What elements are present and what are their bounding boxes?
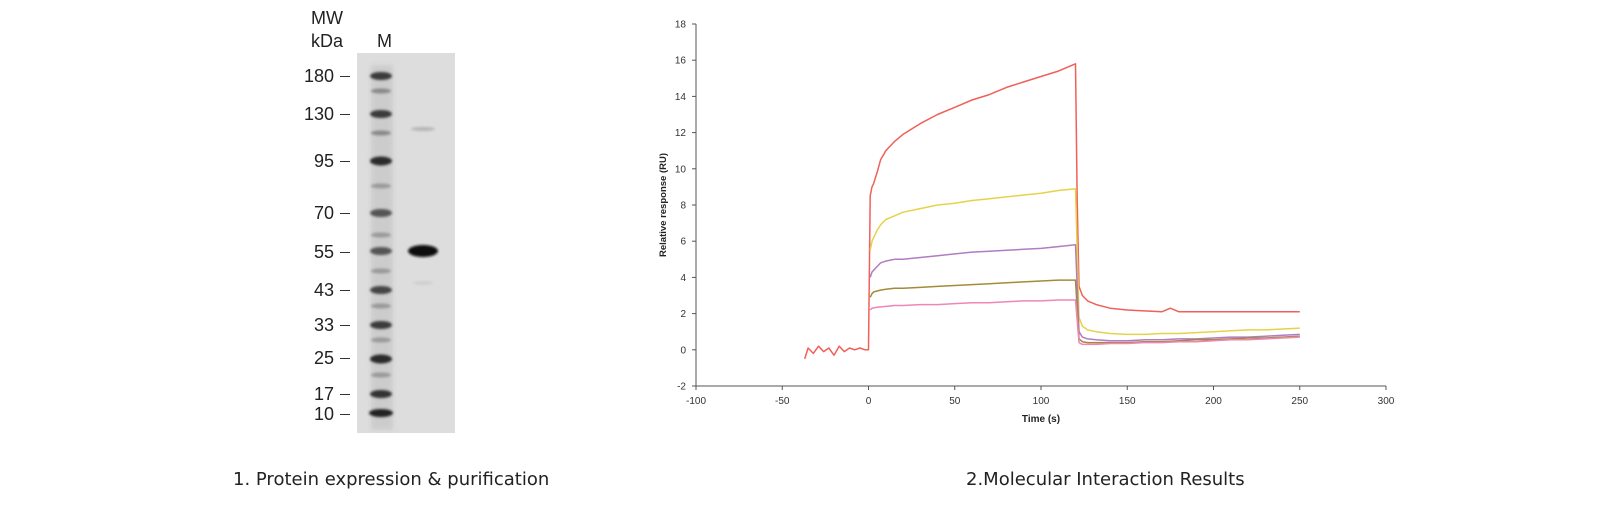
mw-marker-tick: 17 <box>290 384 350 404</box>
marker-band <box>371 232 391 238</box>
marker-band <box>370 209 392 217</box>
mw-marker-label: 25 <box>313 348 334 368</box>
mw-marker-label: 43 <box>313 280 334 300</box>
y-tick-label: 12 <box>675 128 687 139</box>
chart-panel: -2 0 2 4 6 8 10 12 14 16 18 -100 -50 0 50 100 150 200 250 3… <box>620 0 1600 530</box>
series-line-3 <box>869 244 1300 342</box>
y-tick-label: 18 <box>675 20 687 31</box>
marker-band <box>370 321 392 329</box>
marker-band <box>371 303 391 309</box>
marker-band <box>371 130 391 136</box>
mw-marker-label: 130 <box>303 104 334 124</box>
mw-marker-tick: 55 <box>290 242 350 262</box>
x-tick-label: 250 <box>1291 396 1308 407</box>
sample-faint-band <box>411 127 435 131</box>
mw-marker-dash <box>340 114 350 116</box>
y-axis-title: Relative response (RU) <box>658 153 669 257</box>
y-tick-label: 16 <box>675 56 687 67</box>
y-tick-label: 14 <box>675 92 687 103</box>
series-line-2 <box>869 187 1300 336</box>
gel-caption: 1. Protein expression & purification <box>233 469 550 490</box>
y-tick-label: -2 <box>677 382 686 393</box>
mw-marker-dash <box>340 161 350 163</box>
marker-band <box>370 247 392 255</box>
x-tick-label: 0 <box>866 396 872 407</box>
mw-marker-tick: 10 <box>290 404 350 424</box>
mw-marker-label: 95 <box>313 151 334 171</box>
sample-band-55kda <box>408 245 438 257</box>
mw-marker-label: 180 <box>303 66 334 86</box>
mw-marker-label: 70 <box>313 203 334 223</box>
y-tick-label: 4 <box>680 273 686 284</box>
marker-band <box>369 409 393 417</box>
marker-band <box>370 72 392 80</box>
marker-band <box>370 354 392 364</box>
mw-marker-label: 55 <box>313 242 334 262</box>
kda-label: kDa <box>311 31 344 51</box>
mw-marker-dash <box>340 358 350 360</box>
series-line-4 <box>869 279 1300 344</box>
lane-m-label: M <box>377 31 392 51</box>
marker-band <box>371 337 391 343</box>
mw-marker-dash <box>340 76 350 78</box>
x-tick-label: 100 <box>1033 396 1050 407</box>
mw-marker-tick: 180 <box>290 66 350 86</box>
x-tick-label: 200 <box>1205 396 1222 407</box>
mw-marker-dash <box>340 394 350 396</box>
axes-layer: -2 0 2 4 6 8 10 12 14 16 18 -100 -50 0 50 100 150 200 250 3… <box>658 20 1395 426</box>
sample-faint-band <box>413 281 433 285</box>
x-axis-title: Time (s) <box>1022 414 1060 425</box>
y-tick-label: 2 <box>680 309 686 320</box>
mw-marker-dash <box>340 252 350 254</box>
mw-marker-tick: 25 <box>290 348 350 368</box>
mw-marker-dash <box>340 414 350 416</box>
marker-band <box>370 156 392 166</box>
gel-image <box>357 53 455 433</box>
y-tick-label: 0 <box>680 345 686 356</box>
mw-marker-tick: 95 <box>290 151 350 171</box>
mw-marker-tick: 43 <box>290 280 350 300</box>
gel-panel: MW kDa M 180 130 95 70 55 43 33 25 17 10 <box>0 0 620 530</box>
marker-band <box>371 372 391 378</box>
mw-marker-tick: 33 <box>290 315 350 335</box>
mw-marker-tick: 130 <box>290 104 350 124</box>
series-layer <box>803 63 1300 360</box>
x-tick-label: -100 <box>686 396 706 407</box>
mw-marker-tick: 70 <box>290 203 350 223</box>
series-line-5 <box>869 299 1300 346</box>
marker-band <box>371 88 391 94</box>
mw-marker-label: 10 <box>313 404 334 424</box>
y-tick-label: 8 <box>680 201 686 212</box>
series-line-1 <box>803 63 1300 360</box>
y-tick-label: 6 <box>680 237 686 248</box>
marker-band <box>371 183 391 189</box>
x-tick-label: 150 <box>1119 396 1136 407</box>
marker-band <box>371 268 391 274</box>
x-tick-label: 50 <box>949 396 961 407</box>
spr-chart: -2 0 2 4 6 8 10 12 14 16 18 -100 -50 0 50 100 150 200 250 3… <box>658 20 1395 426</box>
marker-band <box>370 390 392 398</box>
y-tick-label: 10 <box>675 164 687 175</box>
mw-marker-label: 17 <box>313 384 334 404</box>
marker-band <box>370 286 392 294</box>
x-tick-label: -50 <box>775 396 790 407</box>
mw-label: MW <box>311 8 343 28</box>
mw-marker-dash <box>340 325 350 327</box>
mw-marker-dash <box>340 290 350 292</box>
marker-band <box>370 110 392 118</box>
mw-marker-label: 33 <box>313 315 334 335</box>
chart-caption: 2.Molecular Interaction Results <box>966 469 1245 490</box>
x-tick-label: 300 <box>1378 396 1395 407</box>
mw-marker-dash <box>340 213 350 215</box>
